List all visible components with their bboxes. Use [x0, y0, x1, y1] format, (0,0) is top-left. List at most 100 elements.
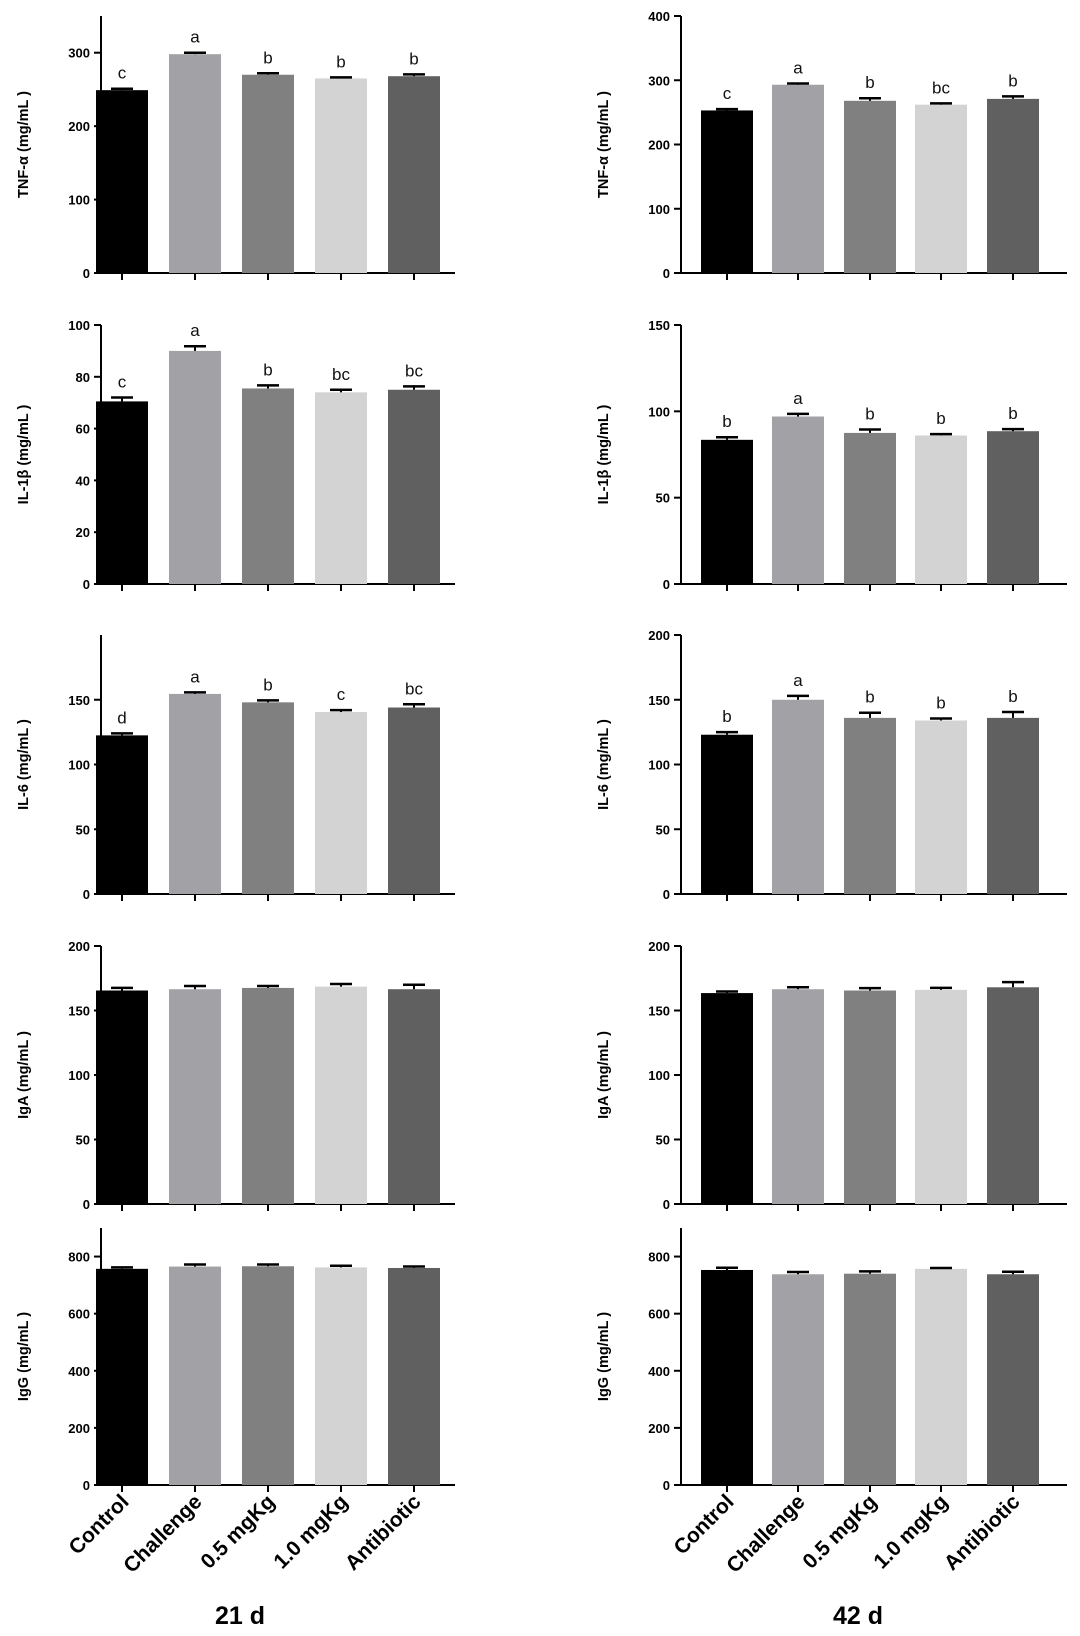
significance-letter: b: [263, 48, 272, 67]
y-axis-label: IL-1β (mg/mL ): [16, 405, 32, 505]
y-tick-label: 100: [648, 758, 670, 773]
bar: [701, 1269, 753, 1485]
y-tick-label: 800: [648, 1250, 670, 1265]
bar: [701, 110, 753, 273]
bar: [96, 990, 148, 1204]
significance-letter: a: [190, 28, 200, 47]
column-title: 42 d: [833, 1602, 883, 1630]
significance-letter: b: [263, 360, 272, 379]
significance-letter: b: [1008, 404, 1017, 423]
bar: [772, 84, 824, 273]
y-tick-label: 400: [648, 9, 670, 24]
bar: [915, 989, 967, 1204]
bar: [844, 1273, 896, 1485]
significance-letter: b: [936, 694, 945, 713]
significance-letter: c: [723, 84, 732, 103]
bar: [915, 1268, 967, 1485]
y-tick-label: 300: [648, 73, 670, 88]
bar: [242, 1266, 294, 1485]
y-tick-label: 200: [648, 939, 670, 954]
significance-letter: b: [1008, 687, 1017, 706]
y-tick-label: 50: [76, 822, 90, 837]
bar: [772, 699, 824, 894]
bar: [315, 986, 367, 1204]
bar: [388, 76, 440, 273]
bar: [987, 987, 1039, 1204]
bar: [96, 90, 148, 273]
y-tick-label: 0: [83, 266, 90, 281]
category-label: Challenge: [722, 1490, 809, 1577]
significance-letter: c: [337, 685, 346, 704]
significance-letter: bc: [405, 679, 423, 698]
y-tick-label: 0: [83, 1197, 90, 1212]
y-tick-label: 100: [68, 193, 90, 208]
y-tick-label: 100: [68, 758, 90, 773]
bar: [844, 432, 896, 584]
y-tick-label: 200: [648, 1421, 670, 1436]
significance-letter: b: [409, 49, 418, 68]
y-tick-label: 150: [648, 318, 670, 333]
y-axis-label: IL-6 (mg/mL ): [16, 719, 32, 810]
bar: [388, 389, 440, 584]
bar: [987, 717, 1039, 894]
bar: [96, 735, 148, 894]
y-tick-label: 300: [68, 46, 90, 61]
bar: [315, 392, 367, 584]
category-label: Control: [64, 1490, 133, 1559]
bar: [315, 78, 367, 274]
bar: [388, 1267, 440, 1485]
significance-letter: c: [118, 373, 127, 392]
bar: [987, 431, 1039, 584]
y-tick-label: 0: [83, 1478, 90, 1493]
y-axis-label: IgG (mg/mL ): [16, 1312, 32, 1401]
category-label: 0.5 mgKg: [196, 1490, 279, 1573]
significance-letter: a: [190, 667, 200, 686]
y-tick-label: 0: [83, 577, 90, 592]
y-axis-label: IgA (mg/mL ): [596, 1031, 612, 1119]
y-axis-label: IL-6 (mg/mL ): [596, 719, 612, 810]
bar: [169, 989, 221, 1204]
y-tick-label: 50: [656, 822, 670, 837]
significance-letter: b: [865, 404, 874, 423]
bar: [242, 987, 294, 1204]
bar: [915, 435, 967, 584]
y-tick-label: 400: [648, 1364, 670, 1379]
bar: [772, 416, 824, 584]
significance-letter: b: [865, 688, 874, 707]
significance-letter: b: [336, 52, 345, 71]
significance-letter: b: [1008, 71, 1017, 90]
y-tick-label: 0: [663, 1197, 670, 1212]
y-tick-label: 150: [68, 1004, 90, 1019]
bar: [915, 104, 967, 273]
y-tick-label: 150: [68, 693, 90, 708]
y-tick-label: 0: [663, 266, 670, 281]
y-tick-label: 50: [656, 491, 670, 506]
y-tick-label: 0: [663, 1478, 670, 1493]
y-tick-label: 100: [648, 404, 670, 419]
bar: [844, 717, 896, 894]
bar: [987, 1274, 1039, 1485]
y-axis-label: TNF-α (mg/mL ): [16, 91, 32, 198]
y-axis-label: IgG (mg/mL ): [596, 1312, 612, 1401]
bar: [169, 54, 221, 273]
y-axis-label: IgA (mg/mL ): [16, 1031, 32, 1119]
bar: [987, 98, 1039, 273]
bar: [844, 100, 896, 273]
category-label: 0.5 mgKg: [798, 1490, 881, 1573]
category-label: 1.0 mgKg: [269, 1490, 352, 1573]
significance-letter: bc: [332, 365, 350, 384]
significance-letter: b: [865, 73, 874, 92]
y-tick-label: 150: [648, 1004, 670, 1019]
bar: [315, 712, 367, 894]
significance-letter: c: [118, 64, 127, 83]
bar: [315, 1267, 367, 1485]
bar: [388, 989, 440, 1204]
y-tick-label: 20: [76, 525, 90, 540]
y-tick-label: 0: [83, 887, 90, 902]
y-axis-label: IL-1β (mg/mL ): [596, 405, 612, 505]
bar: [169, 1266, 221, 1485]
y-tick-label: 600: [68, 1307, 90, 1322]
y-tick-label: 100: [68, 1068, 90, 1083]
y-tick-label: 80: [76, 370, 90, 385]
y-tick-label: 200: [68, 939, 90, 954]
